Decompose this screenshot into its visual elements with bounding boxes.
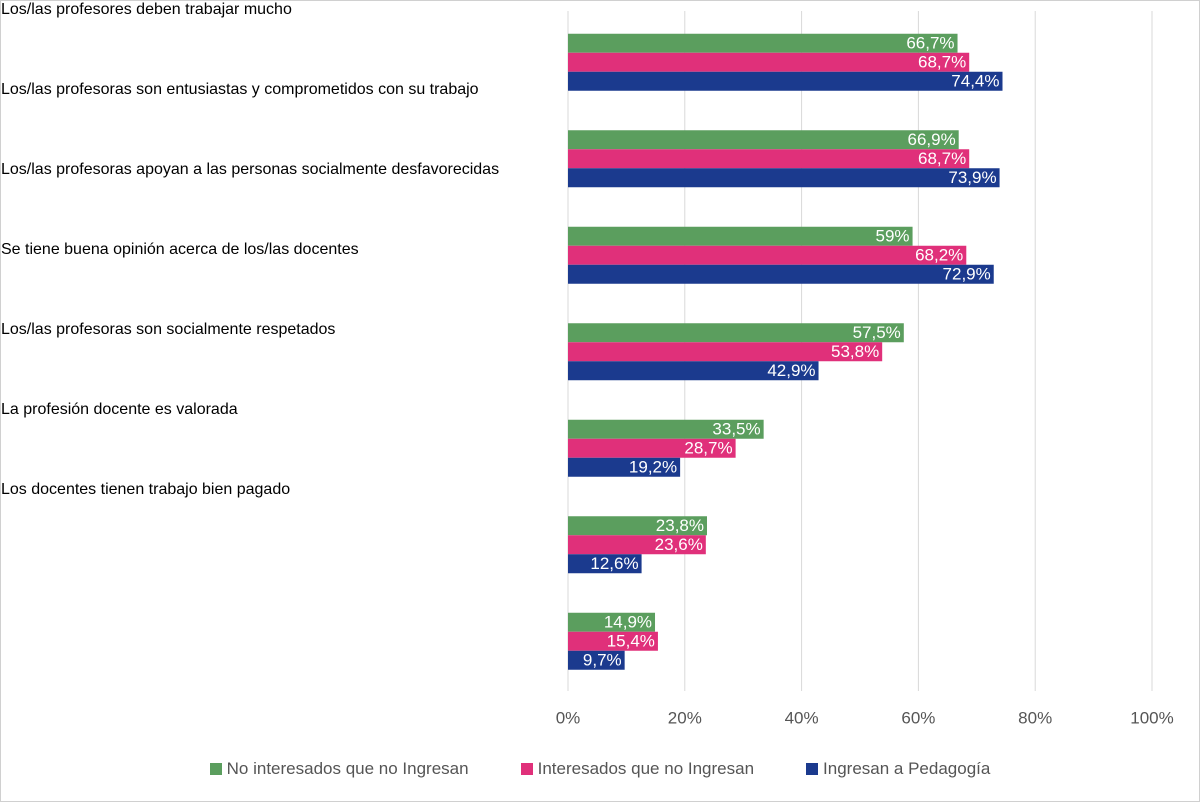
category-label-box: Los/las profesoras son socialmente respe… bbox=[1, 321, 1199, 401]
y-tick-label: Los/las profesoras apoyan a las personas… bbox=[1, 161, 500, 178]
data-label: 33,5% bbox=[712, 420, 760, 439]
data-label: 14,9% bbox=[604, 613, 652, 632]
bar bbox=[568, 52, 970, 72]
bar bbox=[568, 650, 625, 670]
bar bbox=[568, 323, 904, 343]
data-label: 23,6% bbox=[655, 535, 703, 554]
x-tick-label: 0% bbox=[556, 708, 581, 727]
data-label: 28,7% bbox=[684, 439, 732, 458]
y-tick-label: Los/las profesores deben trabajar mucho bbox=[1, 1, 292, 18]
data-label: 42,9% bbox=[767, 361, 815, 380]
bar bbox=[568, 342, 883, 362]
category-label-box: Los/las profesores deben trabajar mucho bbox=[1, 1, 1199, 81]
legend-label: No interesados que no Ingresan bbox=[226, 759, 469, 778]
bar bbox=[568, 631, 658, 651]
legend-label: Interesados que no Ingresan bbox=[537, 759, 755, 778]
data-label: 66,9% bbox=[907, 130, 955, 149]
legend-swatch bbox=[209, 763, 222, 775]
bar bbox=[568, 33, 958, 53]
data-label: 72,9% bbox=[943, 265, 991, 284]
bar bbox=[568, 130, 959, 150]
bar bbox=[568, 438, 736, 458]
bar bbox=[568, 264, 994, 284]
data-label: 68,7% bbox=[918, 53, 966, 72]
data-label: 66,7% bbox=[906, 34, 954, 53]
bar bbox=[568, 554, 642, 574]
bar bbox=[568, 535, 706, 555]
y-tick-label: La profesión docente es valorada bbox=[1, 401, 238, 418]
data-label: 74,4% bbox=[951, 72, 999, 91]
legend: No interesados que no Ingresan Interesado… bbox=[1, 759, 1199, 779]
bar bbox=[568, 149, 970, 169]
y-tick-label: Los docentes tienen trabajo bien pagado bbox=[1, 481, 291, 498]
data-label: 53,8% bbox=[831, 342, 879, 361]
legend-item: No interesados que no Ingresan bbox=[209, 759, 469, 779]
x-tick-label: 20% bbox=[668, 708, 702, 727]
category-label-box: La profesión docente es valorada bbox=[1, 401, 1199, 481]
legend-swatch bbox=[806, 763, 819, 775]
bar bbox=[568, 71, 1003, 91]
bar bbox=[568, 419, 764, 439]
y-tick-label: Se tiene buena opinión acerca de los/las… bbox=[1, 241, 359, 258]
data-label: 23,8% bbox=[656, 516, 704, 535]
bar bbox=[568, 516, 707, 536]
data-label: 12,6% bbox=[590, 554, 638, 573]
legend-item: Ingresan a Pedagogía bbox=[806, 759, 990, 779]
data-label: 68,2% bbox=[915, 246, 963, 265]
data-label: 9,7% bbox=[583, 651, 622, 670]
x-tick-label: 40% bbox=[785, 708, 819, 727]
bar bbox=[568, 245, 967, 265]
bar bbox=[568, 361, 819, 381]
data-label: 57,5% bbox=[853, 323, 901, 342]
legend-label: Ingresan a Pedagogía bbox=[823, 759, 991, 778]
data-label: 19,2% bbox=[629, 458, 677, 477]
data-label: 73,9% bbox=[948, 168, 996, 187]
legend-swatch bbox=[520, 763, 533, 775]
data-label: 68,7% bbox=[918, 149, 966, 168]
category-label-box: Los docentes tienen trabajo bien pagado bbox=[1, 481, 1199, 561]
bar bbox=[568, 457, 681, 477]
category-label-box: Los/las profesoras apoyan a las personas… bbox=[1, 161, 1199, 241]
bar bbox=[568, 226, 913, 246]
x-tick-label: 80% bbox=[1018, 708, 1052, 727]
bar bbox=[568, 168, 1000, 188]
data-label: 15,4% bbox=[607, 632, 655, 651]
category-label-box: Se tiene buena opinión acerca de los/las… bbox=[1, 241, 1199, 321]
category-label-box: Los/las profesoras son entusiastas y com… bbox=[1, 81, 1199, 161]
x-tick-label: 60% bbox=[901, 708, 935, 727]
legend-item: Interesados que no Ingresan bbox=[520, 759, 755, 779]
data-label: 59% bbox=[876, 227, 910, 246]
bar bbox=[568, 612, 656, 632]
x-tick-label: 100% bbox=[1130, 708, 1173, 727]
y-tick-label: Los/las profesoras son entusiastas y com… bbox=[1, 81, 479, 98]
y-tick-label: Los/las profesoras son socialmente respe… bbox=[1, 321, 336, 338]
